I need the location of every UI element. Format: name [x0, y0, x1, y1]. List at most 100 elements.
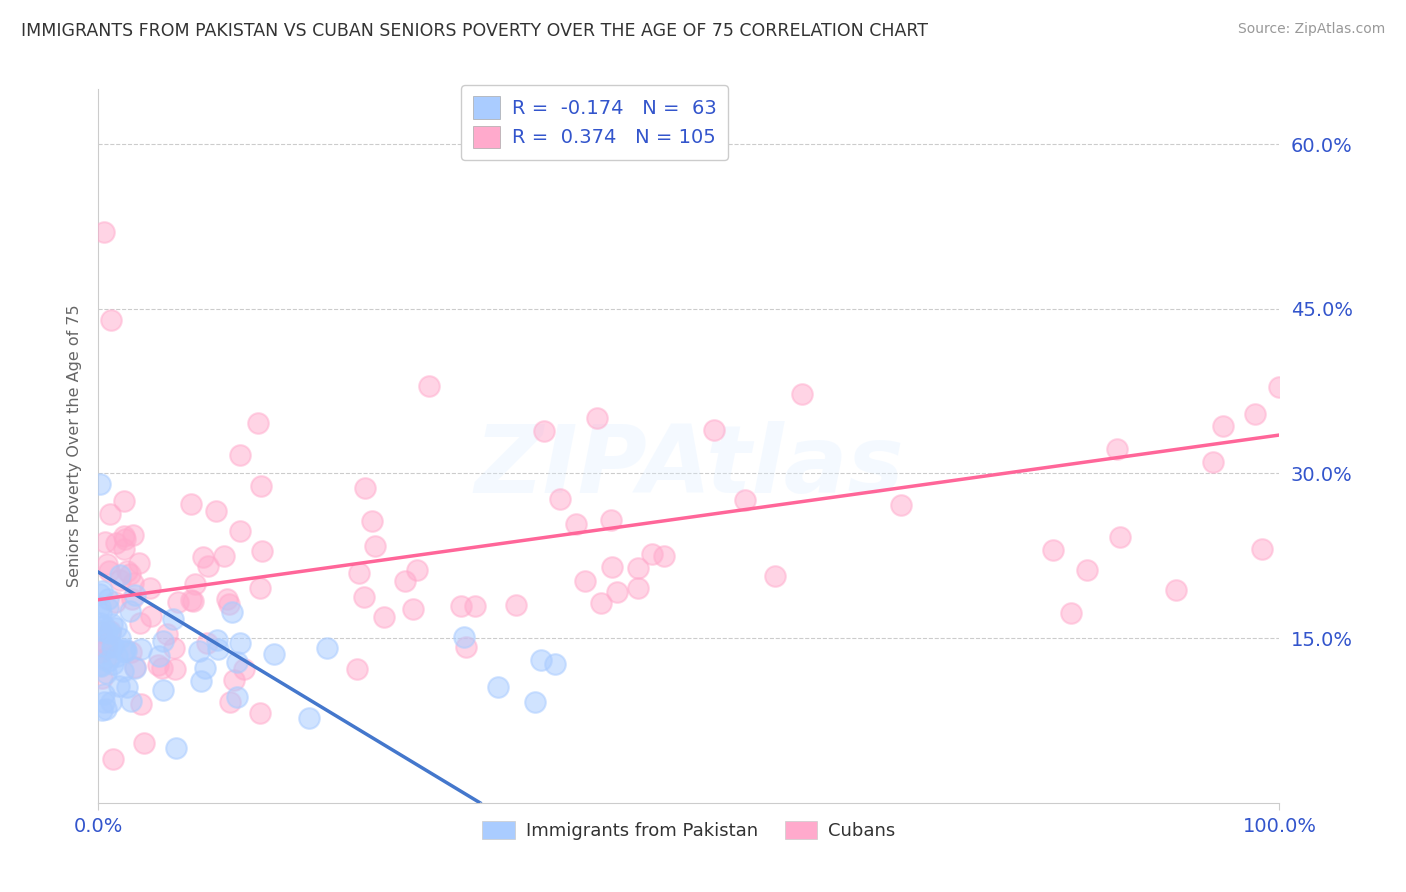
Point [115, 564, 138, 578]
Point [354, 481, 377, 495]
Point [183, 577, 205, 591]
Point [346, 662, 368, 676]
Point [219, 695, 242, 709]
Point [364, 539, 387, 553]
Point [115, 644, 138, 658]
Point [249, 706, 271, 720]
Point [89, 615, 111, 630]
Point [360, 514, 382, 528]
Point [530, 653, 553, 667]
Point [94, 640, 117, 655]
Point [454, 640, 477, 655]
Point [134, 736, 156, 750]
Point [1202, 454, 1225, 468]
Point [93, 687, 115, 701]
Point [218, 597, 240, 611]
Point [121, 591, 143, 606]
Point [101, 640, 124, 654]
Point [163, 662, 186, 676]
Point [1166, 582, 1188, 597]
Point [124, 589, 146, 603]
Point [195, 636, 218, 650]
Point [128, 556, 150, 570]
Text: ZIPAtlas: ZIPAtlas [474, 421, 904, 514]
Point [104, 535, 127, 549]
Point [89, 658, 111, 673]
Point [191, 550, 214, 565]
Point [124, 661, 146, 675]
Point [156, 627, 179, 641]
Point [1243, 407, 1265, 421]
Point [229, 524, 252, 539]
Point [298, 711, 321, 725]
Point [734, 492, 756, 507]
Point [232, 662, 254, 676]
Point [505, 598, 527, 612]
Point [316, 641, 339, 656]
Point [128, 616, 150, 631]
Point [90, 624, 112, 639]
Point [141, 608, 163, 623]
Point [600, 512, 623, 526]
Point [574, 574, 596, 589]
Point [96, 558, 118, 572]
Point [97, 564, 120, 578]
Point [90, 672, 112, 686]
Point [101, 640, 124, 654]
Point [90, 658, 112, 673]
Point [139, 582, 162, 596]
Point [91, 703, 114, 717]
Point [652, 549, 675, 563]
Point [112, 541, 135, 556]
Point [124, 660, 146, 674]
Point [110, 573, 132, 587]
Point [229, 448, 252, 462]
Point [148, 648, 170, 663]
Point [180, 497, 202, 511]
Point [94, 651, 117, 665]
Point [641, 547, 664, 561]
Point [105, 648, 128, 663]
Point [100, 312, 122, 326]
Point [763, 568, 786, 582]
Point [1076, 563, 1098, 577]
Point [90, 645, 112, 659]
Point [221, 605, 243, 619]
Point [181, 593, 204, 607]
Point [108, 631, 131, 645]
Point [453, 630, 475, 644]
Point [94, 534, 117, 549]
Point [792, 387, 814, 401]
Point [93, 225, 115, 239]
Point [114, 533, 136, 547]
Point [212, 549, 235, 564]
Point [94, 666, 117, 681]
Point [166, 595, 188, 609]
Point [162, 612, 184, 626]
Point [402, 601, 425, 615]
Point [107, 679, 129, 693]
Point [98, 626, 121, 640]
Point [347, 566, 370, 581]
Point [890, 498, 912, 512]
Point [1042, 543, 1064, 558]
Point [353, 590, 375, 604]
Point [205, 632, 228, 647]
Point [90, 606, 112, 620]
Point [207, 642, 229, 657]
Point [114, 641, 136, 656]
Point [225, 655, 247, 669]
Point [96, 625, 118, 640]
Point [373, 609, 395, 624]
Point [703, 423, 725, 437]
Point [187, 644, 209, 658]
Point [1212, 419, 1234, 434]
Point [118, 567, 141, 582]
Point [152, 634, 174, 648]
Point [120, 693, 142, 707]
Point [89, 587, 111, 601]
Point [122, 528, 145, 542]
Point [249, 581, 271, 595]
Point [250, 479, 273, 493]
Point [1251, 541, 1274, 556]
